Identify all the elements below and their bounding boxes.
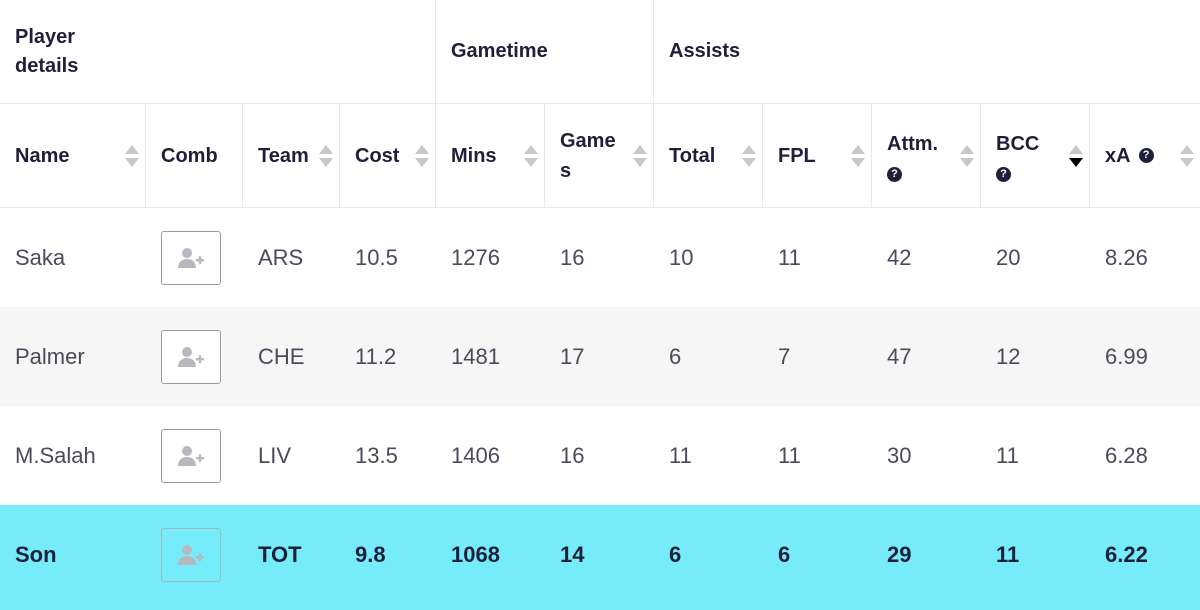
cell-mins: 1276 <box>451 244 500 270</box>
cell-name: Palmer <box>15 343 85 369</box>
cell-games: 16 <box>560 244 585 270</box>
sort-arrows-icon[interactable] <box>415 144 429 167</box>
cell-name: M.Salah <box>15 442 96 468</box>
add-user-icon <box>176 543 206 567</box>
cell-xa: 8.26 <box>1105 244 1148 270</box>
cell-attm: 29 <box>887 541 912 567</box>
cell-games: 16 <box>560 442 585 468</box>
sort-arrows-icon[interactable] <box>1180 144 1194 167</box>
add-to-comb-button[interactable] <box>161 527 221 582</box>
cell-fpl: 11 <box>778 442 801 468</box>
column-header-team[interactable]: Team <box>243 104 340 208</box>
column-header-mins[interactable]: Mins <box>436 104 545 208</box>
cell-games: 14 <box>560 541 585 567</box>
cell-bcc: 11 <box>996 442 1019 468</box>
cell-cost: 11.2 <box>355 343 397 369</box>
cell-team: TOT <box>258 541 302 567</box>
cell-total: 6 <box>669 541 682 567</box>
group-assists: Assists <box>654 0 1200 104</box>
cell-xa: 6.22 <box>1105 541 1148 567</box>
column-header-bcc[interactable]: BCC ? <box>981 104 1090 208</box>
column-header-attm[interactable]: Attm. ? <box>872 104 981 208</box>
sort-arrows-icon[interactable] <box>960 144 974 167</box>
comb-cell <box>146 307 243 406</box>
cell-total: 6 <box>669 343 682 369</box>
question-circle-icon[interactable]: ? <box>887 167 902 182</box>
add-user-icon <box>176 246 206 270</box>
cell-name: Saka <box>15 244 66 270</box>
cell-fpl: 7 <box>778 343 791 369</box>
cell-attm: 42 <box>887 244 912 270</box>
cell-fpl: 11 <box>778 244 801 270</box>
add-user-icon <box>176 444 206 468</box>
group-player-details: Player details <box>0 0 436 104</box>
cell-attm: 30 <box>887 442 912 468</box>
question-circle-icon[interactable]: ? <box>996 167 1011 182</box>
cell-xa: 6.99 <box>1105 343 1148 369</box>
cell-attm: 47 <box>887 343 912 369</box>
cell-mins: 1481 <box>451 343 500 369</box>
cell-mins: 1068 <box>451 541 500 567</box>
add-user-icon <box>176 345 206 369</box>
sort-arrows-icon[interactable] <box>319 144 333 167</box>
add-to-comb-button[interactable] <box>161 329 221 384</box>
column-header-games[interactable]: Game s <box>545 104 654 208</box>
sort-arrows-icon[interactable] <box>633 144 647 167</box>
cell-bcc: 20 <box>996 244 1021 270</box>
column-header-comb: Comb <box>146 104 243 208</box>
sort-arrows-icon[interactable] <box>851 144 865 167</box>
comb-cell <box>146 406 243 505</box>
sort-arrows-icon[interactable] <box>125 144 139 167</box>
cell-name: Son <box>15 541 57 567</box>
add-to-comb-button[interactable] <box>161 428 221 483</box>
column-header-xa[interactable]: xA ? <box>1090 104 1200 208</box>
sort-arrows-icon[interactable] <box>1069 144 1083 167</box>
cell-cost: 10.5 <box>355 244 398 270</box>
cell-total: 11 <box>669 442 692 468</box>
cell-games: 17 <box>560 343 585 369</box>
group-gametime: Gametime <box>436 0 654 104</box>
cell-bcc: 12 <box>996 343 1021 369</box>
comb-cell <box>146 505 243 604</box>
cell-total: 10 <box>669 244 694 270</box>
cell-fpl: 6 <box>778 541 791 567</box>
cell-team: LIV <box>258 442 292 468</box>
cell-cost: 13.5 <box>355 442 398 468</box>
cell-mins: 1406 <box>451 442 500 468</box>
column-header-name[interactable]: Name <box>0 104 146 208</box>
cell-bcc: 11 <box>996 541 1020 567</box>
column-header-total[interactable]: Total <box>654 104 763 208</box>
cell-xa: 6.28 <box>1105 442 1148 468</box>
column-header-cost[interactable]: Cost <box>340 104 436 208</box>
cell-team: CHE <box>258 343 305 369</box>
add-to-comb-button[interactable] <box>161 230 221 285</box>
sort-arrows-icon[interactable] <box>524 144 538 167</box>
sort-arrows-icon[interactable] <box>742 144 756 167</box>
column-header-fpl[interactable]: FPL <box>763 104 872 208</box>
cell-team: ARS <box>258 244 304 270</box>
question-circle-icon[interactable]: ? <box>1138 148 1154 163</box>
comb-cell <box>146 208 243 307</box>
cell-cost: 9.8 <box>355 541 386 567</box>
